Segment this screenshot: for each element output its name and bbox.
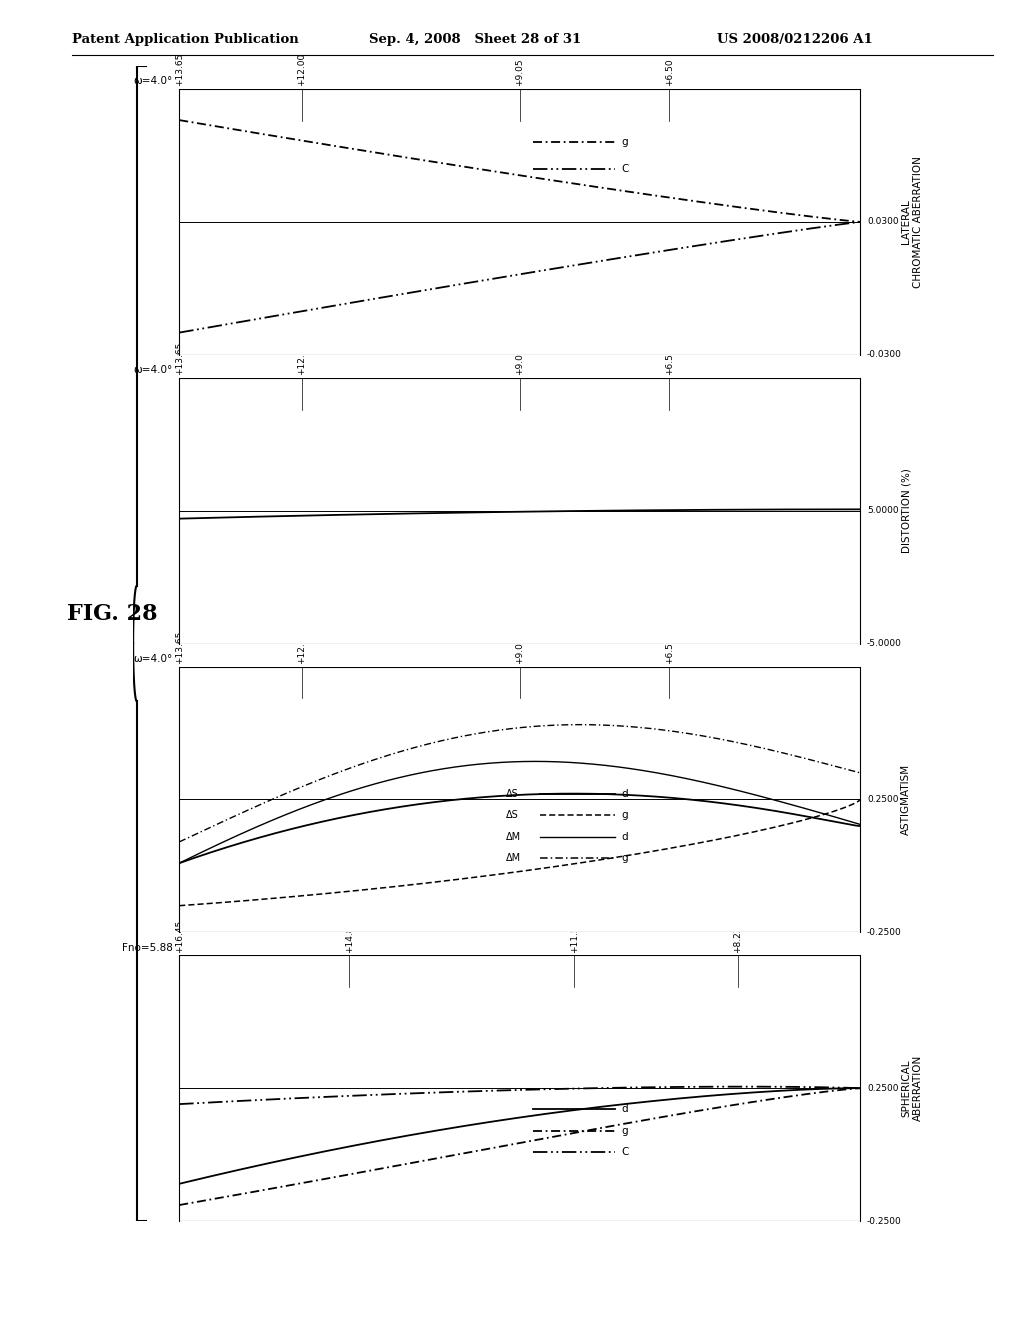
Text: +12.00: +12.00 bbox=[297, 342, 306, 375]
Text: Fno=5.88: Fno=5.88 bbox=[122, 942, 172, 953]
Text: +16.45: +16.45 bbox=[175, 920, 183, 953]
Text: Sep. 4, 2008   Sheet 28 of 31: Sep. 4, 2008 Sheet 28 of 31 bbox=[369, 33, 581, 46]
Text: +13.65: +13.65 bbox=[175, 342, 183, 375]
Text: ΔS: ΔS bbox=[506, 789, 519, 799]
Text: +6.50: +6.50 bbox=[665, 59, 674, 86]
Text: Patent Application Publication: Patent Application Publication bbox=[72, 33, 298, 46]
Text: d: d bbox=[622, 789, 629, 799]
Text: FIG. 28: FIG. 28 bbox=[67, 603, 158, 624]
Text: +11.52: +11.52 bbox=[569, 920, 579, 953]
Text: -0.2500: -0.2500 bbox=[867, 928, 902, 937]
Text: d: d bbox=[622, 832, 629, 842]
Text: +12.00: +12.00 bbox=[297, 631, 306, 664]
Text: 0.0300: 0.0300 bbox=[867, 218, 899, 227]
Text: +6.50: +6.50 bbox=[665, 347, 674, 375]
Text: +14.81: +14.81 bbox=[345, 920, 354, 953]
Text: SPHERICAL
ABERRATION: SPHERICAL ABERRATION bbox=[901, 1055, 923, 1121]
Text: ω=4.0°: ω=4.0° bbox=[133, 653, 172, 664]
Text: g: g bbox=[622, 810, 629, 820]
Text: DISTORTION (%): DISTORTION (%) bbox=[901, 469, 911, 553]
Text: ω=4.0°: ω=4.0° bbox=[133, 366, 172, 375]
Text: 0.2500: 0.2500 bbox=[867, 1084, 898, 1093]
Text: LATERAL
CHROMATIC ABERRATION: LATERAL CHROMATIC ABERRATION bbox=[901, 156, 923, 288]
Text: 5.0000: 5.0000 bbox=[867, 506, 899, 515]
Text: -5.0000: -5.0000 bbox=[867, 639, 902, 648]
Text: +8.23: +8.23 bbox=[733, 925, 742, 953]
Text: +6.50: +6.50 bbox=[665, 636, 674, 664]
Text: +9.05: +9.05 bbox=[515, 59, 524, 86]
Text: ΔM: ΔM bbox=[506, 832, 521, 842]
Text: +9.05: +9.05 bbox=[515, 636, 524, 664]
Text: +9.05: +9.05 bbox=[515, 347, 524, 375]
Text: +12.00: +12.00 bbox=[297, 53, 306, 86]
Text: -0.0300: -0.0300 bbox=[867, 350, 902, 359]
Text: g: g bbox=[622, 1126, 629, 1135]
Text: -0.2500: -0.2500 bbox=[867, 1217, 902, 1225]
Text: ω=4.0°: ω=4.0° bbox=[133, 77, 172, 86]
Text: C: C bbox=[622, 1147, 629, 1156]
Text: g: g bbox=[622, 137, 629, 148]
Text: +13.65: +13.65 bbox=[175, 53, 183, 86]
Text: C: C bbox=[622, 164, 629, 174]
Text: ΔS: ΔS bbox=[506, 810, 519, 820]
Text: 0.2500: 0.2500 bbox=[867, 795, 898, 804]
Text: d: d bbox=[622, 1105, 629, 1114]
Text: ΔM: ΔM bbox=[506, 853, 521, 863]
Text: +13.65: +13.65 bbox=[175, 631, 183, 664]
Text: US 2008/0212206 A1: US 2008/0212206 A1 bbox=[717, 33, 872, 46]
Text: g: g bbox=[622, 853, 629, 863]
Text: ASTIGMATISM: ASTIGMATISM bbox=[901, 764, 911, 836]
